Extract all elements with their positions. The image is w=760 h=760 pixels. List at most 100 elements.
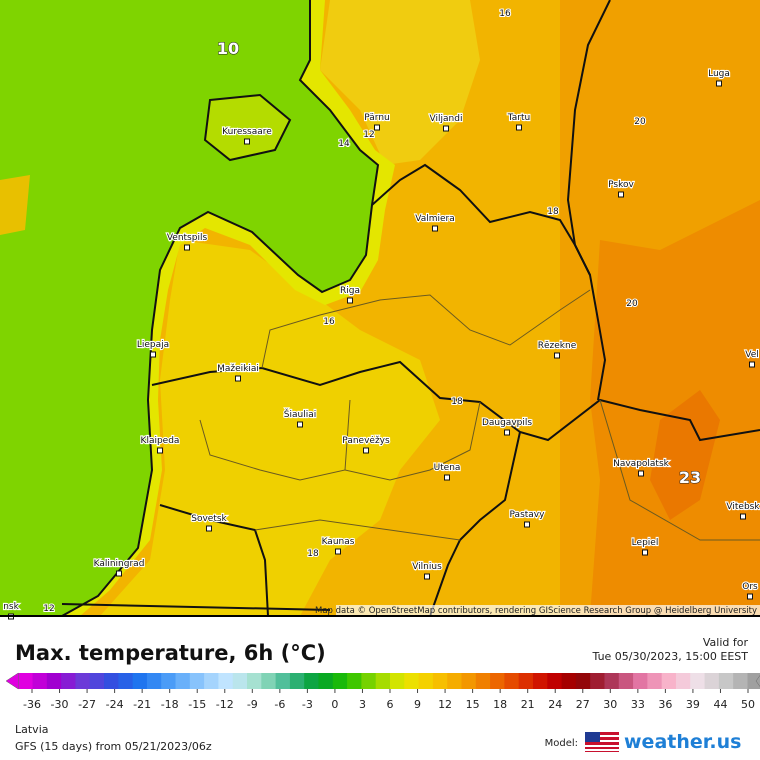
city-label: Liepaja <box>137 340 169 350</box>
contour-label: 18 <box>547 207 559 217</box>
city-dot <box>444 474 450 481</box>
scale-cell <box>590 673 605 689</box>
scale-cell <box>547 673 563 689</box>
scale-cell <box>618 673 634 689</box>
scale-cell <box>289 673 305 689</box>
city-label: Luga <box>708 69 730 79</box>
scale-cell <box>232 673 248 689</box>
scale-cell <box>104 673 119 689</box>
scale-tick-label: -30 <box>51 698 69 711</box>
scale-cell <box>132 673 148 689</box>
scale-cell <box>118 673 134 689</box>
contour-label: 18 <box>451 397 463 407</box>
city-label: Vitebsk <box>726 502 760 512</box>
scale-cell <box>218 673 234 689</box>
scale-tick-label: 15 <box>466 698 480 711</box>
scale-cell <box>261 673 277 689</box>
contour-label: 12 <box>363 130 374 140</box>
scale-cell <box>347 673 362 689</box>
scale-cell <box>61 673 76 689</box>
scale-cell <box>390 673 405 689</box>
scale-tick-label: 12 <box>438 698 452 711</box>
scale-cell <box>561 673 577 689</box>
scale-cell <box>675 673 691 689</box>
city-label: Mažeikiai <box>217 364 259 374</box>
scale-tick-label: -15 <box>188 698 206 711</box>
island <box>0 175 30 235</box>
scale-cell <box>375 673 391 689</box>
attribution-bg <box>336 605 760 616</box>
city-dot <box>235 375 241 382</box>
border <box>566 0 611 401</box>
scale-cell <box>518 673 534 689</box>
region-line <box>261 289 591 369</box>
city-dot <box>424 573 430 580</box>
city-dot <box>642 549 648 556</box>
yellow-zone <box>100 240 440 616</box>
scale-cell <box>604 673 620 689</box>
contour-label: 20 <box>634 117 646 127</box>
city-label: Šiauliai <box>284 408 316 420</box>
scale-tick-label: 39 <box>686 698 700 711</box>
borders <box>61 0 760 617</box>
island <box>205 95 290 160</box>
scale-cell <box>89 673 105 689</box>
contour-label: 12 <box>43 604 54 614</box>
scale-cell <box>747 673 760 689</box>
scale-cell <box>733 673 748 689</box>
city-label: Kaliningrad <box>94 559 145 569</box>
scale-tick-label: 6 <box>387 698 394 711</box>
scale-cell <box>532 673 548 689</box>
city-dot <box>335 548 341 555</box>
scale-cell <box>332 673 348 689</box>
contour-label: 18 <box>307 549 319 559</box>
city-dot <box>638 470 644 477</box>
city-label: Vel <box>745 350 759 360</box>
scale-tick-label: 3 <box>359 698 366 711</box>
valid-time: Tue 05/30/2023, 15:00 EEST <box>592 650 749 663</box>
border <box>61 603 331 611</box>
scale-cell <box>75 673 91 689</box>
scale-tick-label: 30 <box>603 698 617 711</box>
city-dot <box>244 138 250 145</box>
city-label: Pskov <box>608 180 634 190</box>
scale-cell <box>704 673 720 689</box>
color-scale: -36 -30 -27 -24 -21 -18 -15 -12 -9 -6 -3 0 3 6 9 12 15 18… <box>5 672 760 711</box>
scale-cell <box>633 673 648 689</box>
scale-cell <box>647 673 663 689</box>
city-label: nsk <box>3 602 19 612</box>
scale-tick-label: -24 <box>106 698 124 711</box>
contour-label: 10 <box>217 39 239 58</box>
scale-tick-label: 9 <box>414 698 421 711</box>
scale-cell <box>46 673 62 689</box>
border <box>429 431 521 617</box>
city-dot <box>618 191 624 198</box>
city-label: Rēzekne <box>538 341 577 351</box>
scale-cell <box>475 673 491 689</box>
city-label: Utena <box>434 463 461 473</box>
city-dot <box>184 244 190 251</box>
city-label: Tartu <box>507 113 530 123</box>
map-labels: Kuressaare Pärnu Viljandi Tartu Luga Pskov Val… <box>2 8 760 620</box>
scale-cell <box>161 673 177 689</box>
region-line <box>254 519 461 541</box>
city-dot <box>749 361 755 368</box>
city-dot <box>374 124 380 131</box>
scale-arrow-left <box>5 672 19 690</box>
city-label: Kaunas <box>322 537 355 547</box>
contour-label: 14 <box>338 139 350 149</box>
hot-zone <box>590 200 760 616</box>
scale-cell <box>418 673 434 689</box>
model-label: Model: <box>545 738 578 749</box>
scale-cell <box>447 673 462 689</box>
city-dot <box>347 297 353 304</box>
scale-cell <box>490 673 505 689</box>
coastline <box>61 0 380 617</box>
scale-cell <box>718 673 734 689</box>
city-label: Lepiel <box>632 538 659 548</box>
city-label: Valmiera <box>415 214 455 224</box>
city-label: Ors <box>742 582 758 592</box>
scale-cell <box>18 673 34 689</box>
scale-tick-label: 36 <box>658 698 672 711</box>
